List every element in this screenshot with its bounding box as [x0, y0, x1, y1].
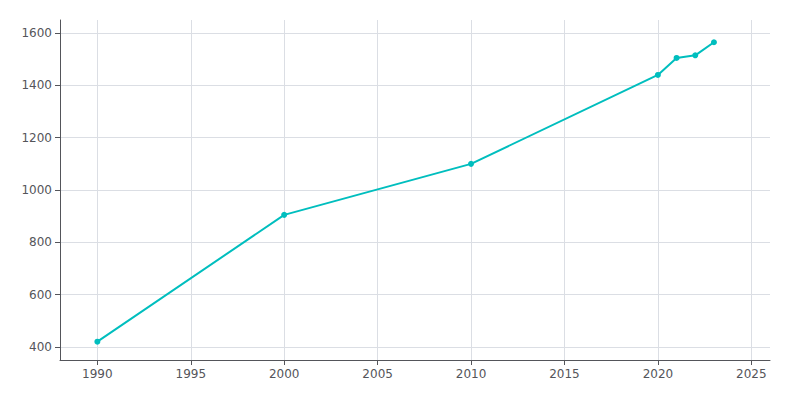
svg-text:2010: 2010: [456, 367, 487, 381]
svg-text:400: 400: [29, 340, 52, 354]
svg-text:600: 600: [29, 288, 52, 302]
svg-text:1995: 1995: [176, 367, 207, 381]
svg-text:1990: 1990: [82, 367, 113, 381]
svg-text:2015: 2015: [549, 367, 580, 381]
svg-text:1000: 1000: [21, 183, 52, 197]
svg-text:1400: 1400: [21, 78, 52, 92]
svg-text:1600: 1600: [21, 26, 52, 40]
svg-text:2020: 2020: [643, 367, 674, 381]
svg-text:2025: 2025: [736, 367, 767, 381]
svg-text:2000: 2000: [269, 367, 300, 381]
svg-text:2005: 2005: [362, 367, 393, 381]
svg-text:800: 800: [29, 235, 52, 249]
svg-text:1200: 1200: [21, 131, 52, 145]
